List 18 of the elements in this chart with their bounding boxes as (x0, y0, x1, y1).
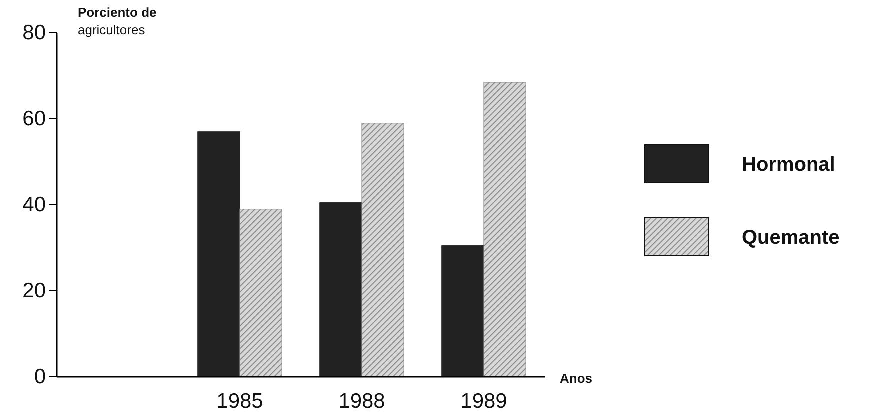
x-axis-title: Anos (560, 371, 592, 386)
legend-label: Quemante (742, 227, 840, 249)
x-tick-label: 1989 (460, 390, 508, 413)
y-tick-label: 40 (22, 194, 46, 217)
x-tick-label: 1985 (216, 390, 264, 413)
bar (362, 123, 404, 378)
y-tick-label: 80 (22, 22, 46, 45)
bar (442, 246, 484, 378)
bar (484, 82, 526, 378)
y-axis-title: Porciento de agricultores (78, 5, 157, 38)
bar (320, 202, 362, 378)
y-tick-label: 60 (22, 108, 46, 131)
y-tick-label: 0 (34, 366, 46, 389)
legend-label: Hormonal (742, 154, 836, 176)
bar (240, 209, 282, 378)
bar (198, 132, 240, 378)
x-tick-label: 1988 (338, 390, 386, 413)
y-tick-label: 20 (22, 280, 46, 303)
